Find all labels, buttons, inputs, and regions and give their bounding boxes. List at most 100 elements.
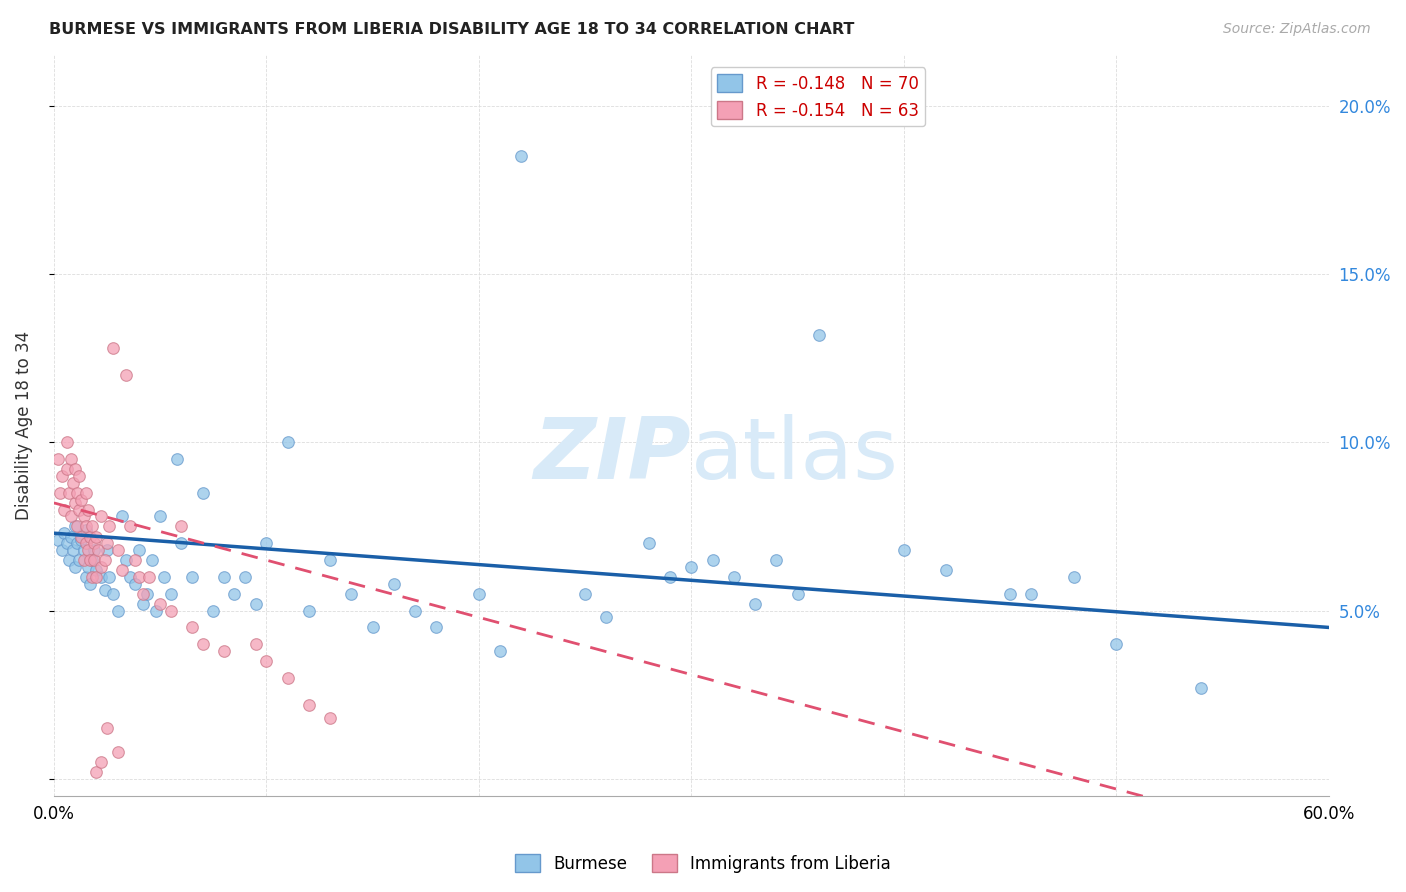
- Point: [107, 745, 129, 759]
- Point: [128, 543, 150, 558]
- Point: [115, 553, 138, 567]
- Point: [79, 576, 101, 591]
- Point: [425, 620, 447, 634]
- Point: [145, 604, 167, 618]
- Point: [86, 530, 108, 544]
- Point: [83, 543, 105, 558]
- Point: [120, 570, 142, 584]
- Point: [254, 536, 277, 550]
- Point: [1019, 587, 1042, 601]
- Point: [83, 536, 105, 550]
- Point: [55, 462, 77, 476]
- Point: [72, 553, 94, 567]
- Point: [245, 637, 267, 651]
- Point: [191, 485, 214, 500]
- Point: [86, 765, 108, 780]
- Point: [51, 469, 73, 483]
- Point: [53, 502, 76, 516]
- Point: [80, 570, 103, 584]
- Point: [98, 570, 121, 584]
- Point: [141, 553, 163, 567]
- Point: [382, 576, 405, 591]
- Point: [807, 327, 830, 342]
- Point: [404, 604, 426, 618]
- Point: [277, 435, 299, 450]
- Point: [998, 587, 1021, 601]
- Point: [66, 519, 89, 533]
- Point: [96, 543, 118, 558]
- Point: [595, 610, 617, 624]
- Point: [59, 452, 82, 467]
- Point: [149, 509, 172, 524]
- Point: [245, 597, 267, 611]
- Point: [340, 587, 363, 601]
- Point: [63, 496, 86, 510]
- Point: [107, 543, 129, 558]
- Point: [319, 553, 342, 567]
- Point: [46, 452, 69, 467]
- Legend: Burmese, Immigrants from Liberia: Burmese, Immigrants from Liberia: [508, 847, 898, 880]
- Point: [87, 543, 110, 558]
- Point: [1063, 570, 1085, 584]
- Point: [70, 492, 93, 507]
- Point: [224, 587, 246, 601]
- Point: [115, 368, 138, 382]
- Point: [132, 597, 155, 611]
- Point: [76, 543, 98, 558]
- Point: [637, 536, 659, 550]
- Text: ZIP: ZIP: [534, 414, 692, 497]
- Point: [170, 519, 193, 533]
- Point: [170, 536, 193, 550]
- Point: [90, 509, 112, 524]
- Y-axis label: Disability Age 18 to 34: Disability Age 18 to 34: [15, 331, 32, 520]
- Point: [935, 563, 957, 577]
- Point: [75, 536, 97, 550]
- Point: [361, 620, 384, 634]
- Point: [1189, 681, 1212, 695]
- Point: [90, 559, 112, 574]
- Point: [63, 519, 86, 533]
- Point: [319, 711, 342, 725]
- Point: [98, 519, 121, 533]
- Point: [111, 563, 134, 577]
- Point: [96, 536, 118, 550]
- Point: [76, 502, 98, 516]
- Point: [166, 452, 188, 467]
- Point: [94, 583, 117, 598]
- Point: [132, 587, 155, 601]
- Legend: R = -0.148   N = 70, R = -0.154   N = 63: R = -0.148 N = 70, R = -0.154 N = 63: [710, 67, 925, 126]
- Point: [744, 597, 766, 611]
- Point: [62, 475, 84, 490]
- Point: [79, 553, 101, 567]
- Point: [107, 604, 129, 618]
- Point: [181, 570, 204, 584]
- Point: [72, 509, 94, 524]
- Point: [128, 570, 150, 584]
- Point: [191, 637, 214, 651]
- Point: [83, 553, 105, 567]
- Point: [90, 570, 112, 584]
- Point: [659, 570, 682, 584]
- Point: [136, 587, 159, 601]
- Point: [86, 570, 108, 584]
- Point: [574, 587, 596, 601]
- Point: [76, 559, 98, 574]
- Point: [153, 570, 176, 584]
- Point: [62, 543, 84, 558]
- Point: [786, 587, 808, 601]
- Point: [254, 654, 277, 668]
- Point: [212, 570, 235, 584]
- Point: [75, 523, 97, 537]
- Point: [46, 533, 69, 547]
- Point: [103, 341, 125, 355]
- Point: [159, 604, 181, 618]
- Point: [149, 597, 172, 611]
- Point: [103, 587, 125, 601]
- Point: [66, 485, 89, 500]
- Point: [124, 576, 146, 591]
- Point: [55, 435, 77, 450]
- Point: [510, 149, 533, 163]
- Point: [765, 553, 787, 567]
- Point: [59, 509, 82, 524]
- Point: [86, 563, 108, 577]
